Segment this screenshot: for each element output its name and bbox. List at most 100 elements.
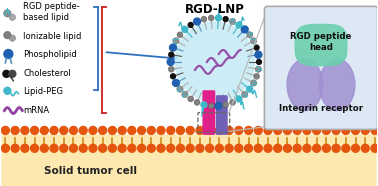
- Circle shape: [245, 126, 253, 134]
- Circle shape: [70, 144, 77, 152]
- Text: Ionizable lipid: Ionizable lipid: [23, 32, 82, 41]
- Circle shape: [313, 144, 321, 152]
- Circle shape: [332, 126, 340, 134]
- Circle shape: [201, 102, 207, 108]
- Circle shape: [11, 126, 19, 134]
- FancyBboxPatch shape: [216, 95, 228, 135]
- Circle shape: [352, 126, 359, 134]
- Circle shape: [138, 144, 146, 152]
- Circle shape: [2, 126, 9, 134]
- Circle shape: [342, 144, 350, 152]
- Circle shape: [194, 18, 201, 25]
- Circle shape: [9, 70, 16, 77]
- Circle shape: [332, 144, 340, 152]
- Circle shape: [9, 35, 15, 41]
- Circle shape: [208, 15, 214, 21]
- Circle shape: [177, 32, 183, 38]
- Circle shape: [173, 38, 179, 44]
- Circle shape: [157, 126, 165, 134]
- Circle shape: [170, 74, 175, 79]
- Circle shape: [201, 16, 207, 22]
- Circle shape: [254, 45, 259, 50]
- Circle shape: [188, 23, 193, 28]
- Circle shape: [187, 96, 194, 102]
- Circle shape: [182, 91, 188, 98]
- Circle shape: [303, 144, 311, 152]
- Text: Lipid-PEG: Lipid-PEG: [23, 87, 63, 96]
- Circle shape: [186, 144, 194, 152]
- Circle shape: [31, 126, 39, 134]
- Circle shape: [167, 144, 175, 152]
- Circle shape: [108, 144, 116, 152]
- Circle shape: [215, 126, 223, 134]
- Text: Cholesterol: Cholesterol: [23, 69, 71, 78]
- Circle shape: [4, 9, 11, 17]
- Circle shape: [293, 144, 301, 152]
- Circle shape: [118, 126, 126, 134]
- Circle shape: [2, 144, 9, 152]
- Circle shape: [79, 126, 87, 134]
- Circle shape: [50, 126, 58, 134]
- Circle shape: [167, 58, 174, 65]
- Circle shape: [168, 66, 174, 72]
- Circle shape: [229, 18, 236, 25]
- Circle shape: [194, 99, 200, 105]
- Circle shape: [147, 144, 155, 152]
- Text: RGD-LNP: RGD-LNP: [185, 3, 245, 16]
- Circle shape: [196, 126, 204, 134]
- Circle shape: [208, 103, 214, 109]
- Circle shape: [31, 144, 39, 152]
- Circle shape: [177, 126, 184, 134]
- Circle shape: [70, 126, 77, 134]
- Text: Solid tumor cell: Solid tumor cell: [44, 166, 137, 176]
- Circle shape: [147, 126, 155, 134]
- Circle shape: [157, 144, 165, 152]
- Circle shape: [21, 144, 29, 152]
- Text: mRNA: mRNA: [23, 106, 50, 115]
- Circle shape: [128, 126, 136, 134]
- Circle shape: [361, 126, 369, 134]
- Circle shape: [182, 26, 188, 32]
- Circle shape: [246, 32, 253, 38]
- Circle shape: [138, 126, 146, 134]
- Circle shape: [293, 126, 301, 134]
- Circle shape: [215, 144, 223, 152]
- Circle shape: [186, 126, 194, 134]
- Circle shape: [352, 144, 359, 152]
- Circle shape: [206, 144, 214, 152]
- Circle shape: [242, 91, 248, 98]
- Circle shape: [40, 126, 48, 134]
- Circle shape: [247, 86, 253, 92]
- Circle shape: [274, 126, 282, 134]
- Circle shape: [169, 52, 174, 57]
- Circle shape: [245, 144, 253, 152]
- Circle shape: [223, 17, 228, 22]
- Circle shape: [3, 70, 10, 77]
- Circle shape: [322, 144, 330, 152]
- Circle shape: [236, 96, 242, 102]
- Circle shape: [254, 144, 262, 152]
- Circle shape: [4, 87, 11, 94]
- FancyBboxPatch shape: [2, 134, 376, 186]
- Circle shape: [274, 144, 282, 152]
- Circle shape: [322, 126, 330, 134]
- Text: Phospholipid: Phospholipid: [23, 50, 77, 60]
- Circle shape: [177, 86, 183, 92]
- Circle shape: [172, 79, 180, 86]
- Circle shape: [89, 126, 97, 134]
- Circle shape: [264, 144, 272, 152]
- Circle shape: [254, 126, 262, 134]
- Circle shape: [175, 22, 254, 102]
- Circle shape: [251, 38, 257, 44]
- Circle shape: [225, 126, 233, 134]
- Circle shape: [4, 31, 11, 39]
- Circle shape: [223, 102, 229, 108]
- Circle shape: [206, 126, 214, 134]
- Circle shape: [264, 126, 272, 134]
- Circle shape: [79, 144, 87, 152]
- Circle shape: [371, 126, 378, 134]
- Circle shape: [235, 126, 243, 134]
- Text: RGD peptide-
based lipid: RGD peptide- based lipid: [23, 2, 80, 22]
- Circle shape: [60, 144, 68, 152]
- Circle shape: [255, 51, 262, 58]
